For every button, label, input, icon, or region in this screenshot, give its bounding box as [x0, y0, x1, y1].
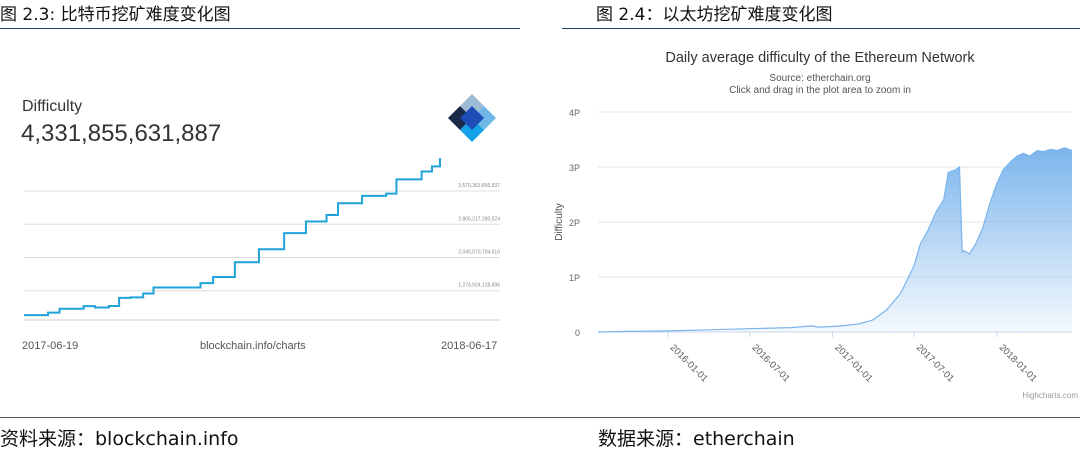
left-caption-rule: [0, 28, 520, 29]
right-chart-subtitle-2: Click and drag in the plot area to zoom …: [729, 85, 911, 96]
difficulty-value: 4,331,855,631,887: [21, 120, 222, 147]
difficulty-label: Difficulty: [22, 98, 83, 115]
left-figure-source: 资料来源：blockchain.info: [0, 428, 239, 450]
right-chart-subtitle: Source: etherchain.org: [769, 73, 870, 84]
right-x-tick-label: 2016-01-01: [668, 342, 710, 384]
blockchain-logo-icon: [448, 94, 496, 142]
bitcoin-difficulty-chart: 3,570,363,856,537 2,805,217,280,524 2,040,…: [24, 158, 500, 321]
right-x-tick-label: 2017-01-01: [832, 342, 874, 384]
left-x-end-label: 2018-06-17: [441, 340, 498, 352]
source-rule: [0, 417, 1080, 418]
right-chart-title: Daily average difficulty of the Ethereum…: [665, 50, 975, 66]
right-x-tick-label: 2018-01-01: [997, 342, 1039, 384]
left-gridline-label: 2,805,217,280,524: [458, 216, 500, 222]
right-y-tick-label: 2P: [569, 218, 580, 228]
ethereum-difficulty-area: [598, 147, 1072, 332]
right-y-tick-label: 0: [575, 328, 580, 338]
right-x-tick-label: 2016-07-01: [750, 342, 792, 384]
right-caption-rule: [562, 28, 1080, 29]
right-y-axis-label: Difficulty: [554, 203, 565, 241]
left-gridline-label: 2,040,070,704,510: [458, 249, 500, 255]
left-x-start-label: 2017-06-19: [22, 340, 79, 352]
right-x-tick-label: 2017-07-01: [914, 342, 956, 384]
highcharts-credit: Highcharts.com: [1022, 391, 1078, 400]
right-figure-caption: 图 2.4：以太坊挖矿难度变化图: [596, 5, 833, 25]
ethereum-difficulty-line: [597, 147, 1073, 333]
right-y-tick-label: 4P: [569, 108, 580, 118]
left-x-center-label: blockchain.info/charts: [200, 340, 306, 352]
right-y-tick-label: 3P: [569, 163, 580, 173]
bitcoin-difficulty-line: [24, 158, 441, 317]
left-gridline-label: 1,274,924,128,496: [458, 283, 500, 289]
left-figure-caption: 图 2.3: 比特币挖矿难度变化图: [0, 5, 231, 25]
right-figure-source: 数据来源：etherchain: [598, 428, 795, 450]
right-y-tick-label: 1P: [569, 273, 580, 283]
left-gridline-label: 3,570,363,856,537: [458, 183, 500, 189]
ethereum-difficulty-chart: Daily average difficulty of the Ethereum…: [554, 50, 1078, 400]
